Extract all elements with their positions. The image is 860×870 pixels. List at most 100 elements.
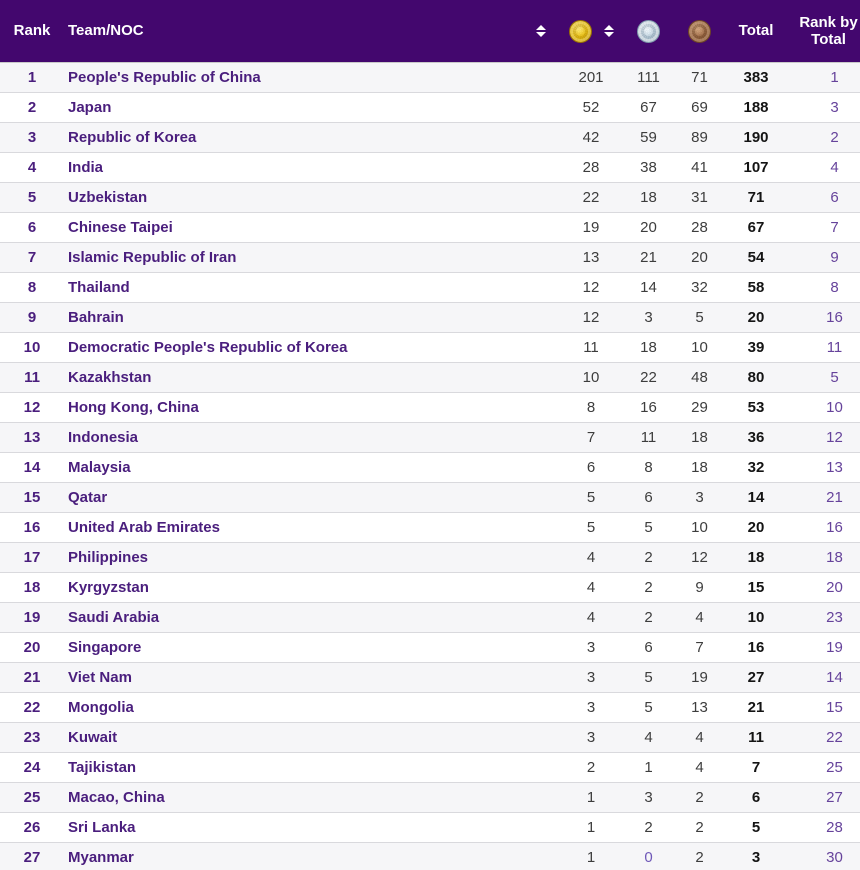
sort-arrows-icon[interactable]	[536, 25, 546, 37]
total-count: 383	[727, 62, 785, 93]
silver-medal-icon	[637, 19, 660, 43]
total-count: 32	[727, 452, 785, 483]
gold-count: 1	[557, 812, 625, 843]
silver-count: 20	[625, 212, 672, 243]
team-name: Chinese Taipei	[64, 212, 557, 243]
team-name: Indonesia	[64, 422, 557, 453]
bronze-count: 18	[672, 422, 727, 453]
team-name: United Arab Emirates	[64, 512, 557, 543]
rank-cell: 16	[0, 512, 64, 543]
table-row: 15 Qatar 5 6 3 14 21	[0, 482, 860, 513]
rank-by-total-cell: 25	[785, 752, 860, 783]
table-row: 19 Saudi Arabia 4 2 4 10 23	[0, 602, 860, 633]
table-row: 18 Kyrgyzstan 4 2 9 15 20	[0, 572, 860, 603]
total-count: 54	[727, 242, 785, 273]
total-count: 21	[727, 692, 785, 723]
silver-count: 6	[625, 482, 672, 513]
bronze-medal-icon	[688, 19, 711, 43]
rank-by-total-header-label: Rank by Total	[799, 14, 858, 48]
table-row: 8 Thailand 12 14 32 58 8	[0, 272, 860, 303]
rank-cell: 21	[0, 662, 64, 693]
silver-count: 0	[625, 842, 672, 870]
team-name: Viet Nam	[64, 662, 557, 693]
rank-cell: 25	[0, 782, 64, 813]
total-count: 15	[727, 572, 785, 603]
bronze-count: 69	[672, 92, 727, 123]
team-name: Kyrgyzstan	[64, 572, 557, 603]
table-row: 3 Republic of Korea 42 59 89 190 2	[0, 122, 860, 153]
silver-column-header	[625, 0, 672, 63]
rank-cell: 6	[0, 212, 64, 243]
gold-count: 52	[557, 92, 625, 123]
bronze-count: 19	[672, 662, 727, 693]
total-count: 18	[727, 542, 785, 573]
silver-count: 67	[625, 92, 672, 123]
rank-by-total-cell: 19	[785, 632, 860, 663]
gold-count: 11	[557, 332, 625, 363]
rank-cell: 9	[0, 302, 64, 333]
rank-cell: 19	[0, 602, 64, 633]
team-name: Republic of Korea	[64, 122, 557, 153]
silver-count: 5	[625, 662, 672, 693]
rank-header-label: Rank	[13, 22, 51, 39]
gold-count: 22	[557, 182, 625, 213]
rank-cell: 2	[0, 92, 64, 123]
silver-count: 5	[625, 512, 672, 543]
gold-count: 12	[557, 302, 625, 333]
silver-count: 11	[625, 422, 672, 453]
gold-column-header[interactable]	[557, 0, 625, 63]
bronze-count: 13	[672, 692, 727, 723]
bronze-count: 10	[672, 332, 727, 363]
bronze-count: 2	[672, 842, 727, 870]
rank-column-header: Rank	[0, 0, 64, 63]
total-count: 20	[727, 302, 785, 333]
total-count: 7	[727, 752, 785, 783]
silver-count: 18	[625, 182, 672, 213]
team-name: Democratic People's Republic of Korea	[64, 332, 557, 363]
rank-by-total-cell: 3	[785, 92, 860, 123]
table-row: 22 Mongolia 3 5 13 21 15	[0, 692, 860, 723]
gold-count: 8	[557, 392, 625, 423]
rank-cell: 27	[0, 842, 64, 870]
rank-by-total-cell: 28	[785, 812, 860, 843]
gold-count: 5	[557, 512, 625, 543]
total-count: 67	[727, 212, 785, 243]
total-count: 36	[727, 422, 785, 453]
silver-count: 2	[625, 812, 672, 843]
silver-count: 2	[625, 542, 672, 573]
total-count: 107	[727, 152, 785, 183]
silver-count: 5	[625, 692, 672, 723]
silver-count: 1	[625, 752, 672, 783]
total-count: 39	[727, 332, 785, 363]
gold-count: 4	[557, 542, 625, 573]
gold-count: 2	[557, 752, 625, 783]
team-column-header[interactable]: Team/NOC	[64, 0, 557, 63]
table-row: 2 Japan 52 67 69 188 3	[0, 92, 860, 123]
rank-cell: 18	[0, 572, 64, 603]
rank-cell: 24	[0, 752, 64, 783]
rank-by-total-cell: 30	[785, 842, 860, 870]
total-count: 5	[727, 812, 785, 843]
bronze-count: 32	[672, 272, 727, 303]
bronze-count: 7	[672, 632, 727, 663]
team-name: Qatar	[64, 482, 557, 513]
gold-count: 13	[557, 242, 625, 273]
team-name: Uzbekistan	[64, 182, 557, 213]
team-name: Myanmar	[64, 842, 557, 870]
table-row: 16 United Arab Emirates 5 5 10 20 16	[0, 512, 860, 543]
rank-by-total-cell: 10	[785, 392, 860, 423]
sort-arrows-icon[interactable]	[603, 25, 614, 37]
team-name: Singapore	[64, 632, 557, 663]
bronze-count: 2	[672, 812, 727, 843]
table-row: 21 Viet Nam 3 5 19 27 14	[0, 662, 860, 693]
table-row: 10 Democratic People's Republic of Korea 1…	[0, 332, 860, 363]
gold-count: 4	[557, 602, 625, 633]
rank-cell: 23	[0, 722, 64, 753]
table-row: 5 Uzbekistan 22 18 31 71 6	[0, 182, 860, 213]
rank-by-total-cell: 1	[785, 62, 860, 93]
total-count: 20	[727, 512, 785, 543]
gold-count: 28	[557, 152, 625, 183]
gold-count: 3	[557, 722, 625, 753]
bronze-count: 4	[672, 602, 727, 633]
